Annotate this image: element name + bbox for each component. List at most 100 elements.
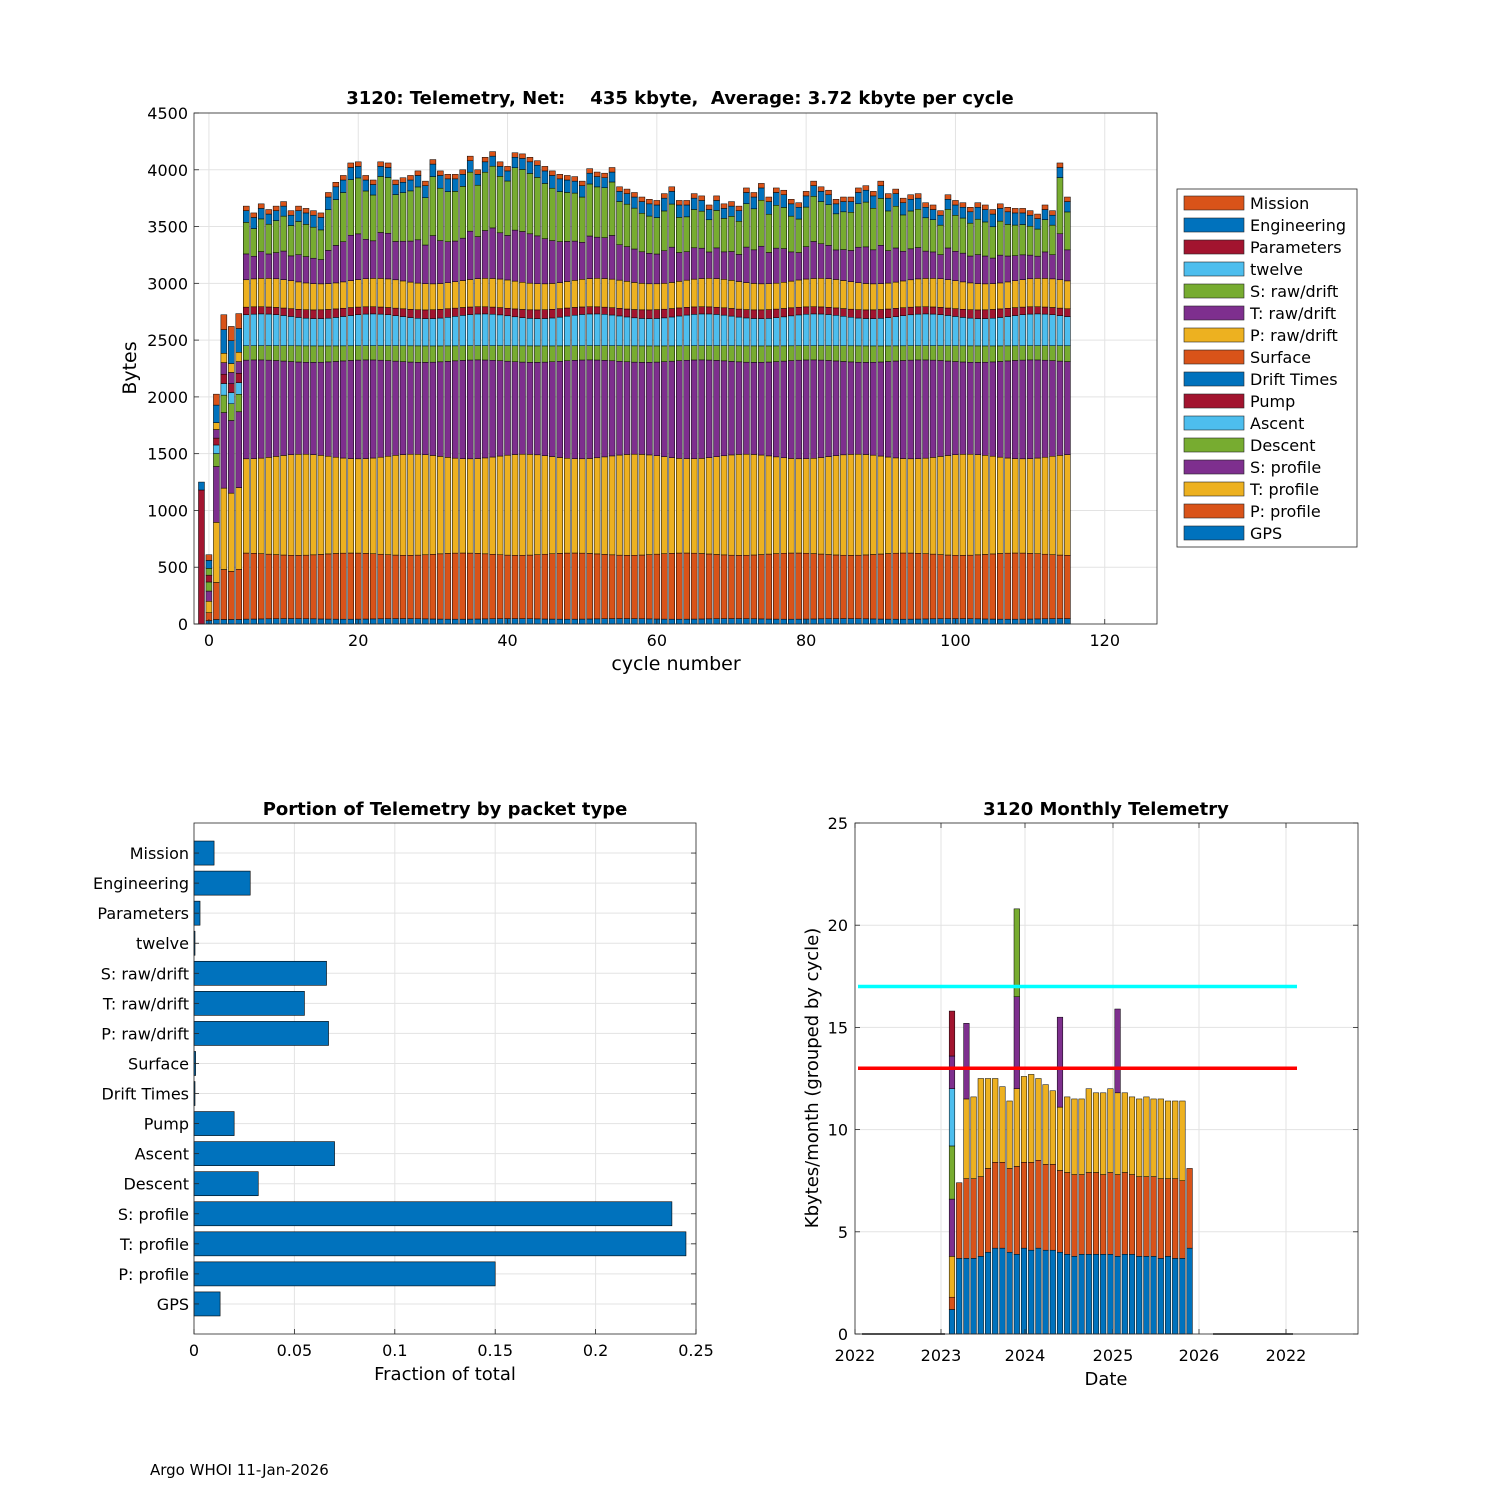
top-bar-segment: [564, 179, 571, 193]
top-bar-segment: [228, 326, 235, 341]
top-bar-segment: [481, 171, 489, 231]
top-bar-segment: [1056, 307, 1064, 316]
top-bar-segment: [623, 281, 631, 310]
top-bar-segment: [661, 361, 668, 457]
bl-x-tick-label: 0.2: [583, 1341, 608, 1360]
top-bar-segment: [287, 280, 295, 309]
top-bar-segment: [743, 361, 750, 455]
top-bar-segment: [1004, 316, 1011, 347]
top-bar-segment: [593, 345, 601, 361]
top-bar-segment: [698, 553, 705, 620]
br-bar-segment: [1107, 1088, 1114, 1173]
top-bar-segment: [862, 246, 870, 284]
top-bar-segment: [989, 209, 997, 215]
br-bar-segment: [1186, 1168, 1193, 1249]
top-bar-segment: [384, 554, 392, 619]
top-bar-segment: [750, 283, 758, 311]
top-bar-segment: [944, 345, 952, 362]
top-bar-segment: [220, 487, 228, 570]
top-bar-segment: [705, 251, 713, 279]
top-bar-segment: [877, 185, 885, 199]
top-bar-segment: [877, 198, 885, 246]
top-bar-segment: [489, 165, 496, 229]
top-bar-segment: [914, 618, 922, 625]
top-bar-segment: [1049, 618, 1056, 625]
top-bar-segment: [698, 618, 705, 625]
top-bar-segment: [317, 212, 325, 218]
top-bar-segment: [235, 411, 243, 488]
top-bar-segment: [631, 309, 638, 319]
br-bar-segment: [992, 1247, 999, 1335]
br-bar-segment: [1128, 1254, 1136, 1335]
top-bar-segment: [243, 359, 250, 460]
top-bar-segment: [228, 383, 235, 393]
br-bar-segment: [992, 1078, 999, 1163]
top-bar-segment: [847, 201, 855, 213]
top-bar-segment: [728, 454, 735, 556]
br-bar-segment: [1049, 1090, 1056, 1165]
top-bar-segment: [899, 552, 907, 620]
top-bar-segment: [735, 308, 743, 318]
top-bar-segment: [735, 361, 743, 455]
legend-swatch: [1183, 239, 1245, 255]
top-bar-segment: [347, 167, 355, 180]
top-bar-segment: [317, 283, 325, 311]
br-bar-segment: [999, 1247, 1006, 1335]
top-bar-segment: [937, 224, 944, 255]
top-bar-segment: [556, 174, 564, 180]
legend-swatch: [1183, 195, 1245, 211]
top-bar-segment: [481, 553, 489, 620]
top-bar-segment: [280, 455, 287, 556]
top-bar-segment: [466, 230, 474, 280]
top-bar-segment: [675, 281, 683, 309]
top-bar-segment: [855, 282, 862, 310]
br-bar-segment: [1150, 1098, 1157, 1177]
top-bar-segment: [452, 618, 459, 625]
top-bar-segment: [586, 359, 593, 459]
top-bar-segment: [257, 278, 265, 307]
top-bar-segment: [616, 315, 623, 346]
top-bar-segment: [690, 458, 698, 554]
top-bar-segment: [459, 237, 466, 281]
top-bar-segment: [511, 157, 519, 168]
top-bar-segment: [235, 328, 243, 353]
top-bar-segment: [414, 454, 422, 556]
top-bar-segment: [817, 306, 825, 315]
top-bar-segment: [257, 457, 265, 554]
top-bar-segment: [369, 194, 377, 242]
top-bar-segment: [765, 283, 773, 310]
top-bar-segment: [974, 207, 982, 220]
top-bar-segment: [877, 309, 885, 319]
top-bar-segment: [795, 306, 802, 316]
bl-ticks: 0 0.05 0.1 0.15 0.2 0.25MissionEngineeringPar…: [93, 844, 714, 1360]
top-bar-segment: [205, 554, 213, 561]
top-bar-segment: [929, 345, 937, 361]
top-bar-segment: [817, 243, 825, 279]
top-bar-segment: [272, 360, 280, 457]
top-bar-segment: [922, 345, 929, 361]
top-bar-segment: [243, 552, 250, 620]
top-bar-segment: [310, 362, 317, 455]
top-bar-segment: [489, 278, 496, 308]
top-bar-segment: [593, 171, 601, 177]
top-bar-segment: [825, 618, 832, 625]
top-bar-segment: [466, 618, 474, 625]
top-bar-segment: [914, 553, 922, 620]
top-bar-segment: [996, 361, 1004, 458]
top-bar-segment: [332, 308, 340, 318]
top-bar-segment: [459, 315, 466, 347]
top-bar-segment: [661, 193, 668, 199]
top-bar-segment: [422, 362, 429, 455]
top-bar-segment: [340, 618, 347, 625]
top-bar-segment: [347, 234, 355, 281]
top-bar-segment: [1064, 211, 1071, 251]
top-bar-segment: [855, 187, 862, 193]
top-bar-segment: [541, 170, 549, 184]
top-bar-segment: [1056, 315, 1064, 346]
top-bar-segment: [638, 345, 646, 363]
top-bar-segment: [817, 345, 825, 361]
top-bar-segment: [773, 187, 780, 193]
top-bar-segment: [907, 199, 914, 212]
top-bar-segment: [437, 187, 444, 241]
top-bar-segment: [250, 228, 257, 257]
